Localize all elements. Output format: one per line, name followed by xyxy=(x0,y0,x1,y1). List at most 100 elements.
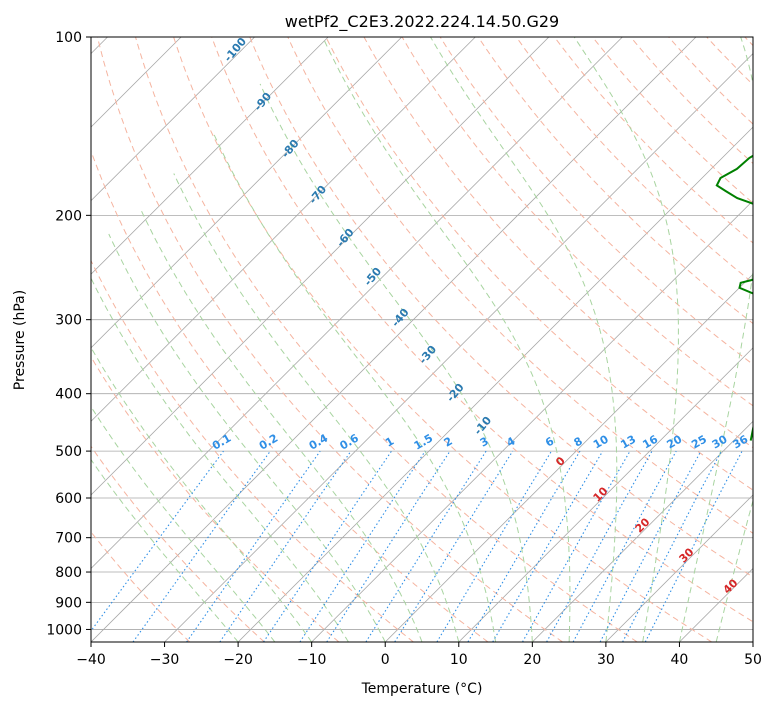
dry-adiabat-line xyxy=(249,37,753,578)
mixing-ratio-line xyxy=(644,450,743,642)
moist-adiabat-line xyxy=(140,208,423,642)
y-tick-label: 800 xyxy=(55,565,82,581)
isotherm-line xyxy=(91,37,623,570)
mixing-ratio-line xyxy=(132,450,271,642)
x-tick-label: −40 xyxy=(76,652,106,668)
y-tick-label: 900 xyxy=(55,595,82,611)
mixing-ratio-line xyxy=(467,450,581,642)
moist-adiabat-line xyxy=(108,233,386,642)
y-tick-label: 400 xyxy=(55,387,82,403)
dry-adiabat-line xyxy=(135,37,638,642)
isotherm-line xyxy=(384,273,753,642)
mixing-ratio-line xyxy=(219,450,352,642)
x-tick-label: −20 xyxy=(223,652,253,668)
dry-adiabat-line xyxy=(91,149,489,642)
dewpoint-profile-line xyxy=(715,154,753,441)
axes: −40 −30 −20 −10 0 10 20 30 40 50 100 200 300 400 500 60… xyxy=(46,30,762,668)
mixing-ratio-label: 8 xyxy=(572,435,585,450)
x-axis-title: Temperature (°C) xyxy=(361,681,483,697)
mixing-ratio-line xyxy=(622,450,722,642)
dry-adiabat-line xyxy=(96,37,563,642)
moist-adiabat-line xyxy=(91,405,276,642)
mixing-ratio-line xyxy=(326,450,451,642)
mixing-ratio-label: 1.5 xyxy=(412,432,435,453)
isotherm-line xyxy=(91,37,403,349)
isotherm-line xyxy=(91,37,697,642)
dry-adiabat-line xyxy=(477,37,753,325)
mixing-ratio-label: 10 xyxy=(591,432,611,451)
dry-adiabat-line xyxy=(554,37,753,244)
mixing-ratio-label: 16 xyxy=(640,432,660,451)
dry-adiabat-line xyxy=(744,37,753,47)
dry-adiabat-line xyxy=(173,37,713,642)
isotherm-line xyxy=(164,52,753,642)
mixing-ratio-line xyxy=(436,450,552,642)
dry-adiabat-line xyxy=(91,531,191,642)
moist-adiabat-label: 10 xyxy=(591,484,611,504)
mixing-ratio-line xyxy=(394,450,514,642)
y-tick-label: 300 xyxy=(55,313,82,329)
plot-frame xyxy=(90,36,754,643)
mixing-ratio-label: 0.2 xyxy=(257,432,280,453)
dry-adiabat-label: -100 xyxy=(221,35,249,65)
moist-adiabat-line xyxy=(91,458,239,642)
mixing-ratio-line xyxy=(299,450,426,642)
y-axis-title: Pressure (hPa) xyxy=(12,290,28,390)
dry-adiabat-line xyxy=(91,355,340,642)
y-tick-label: 700 xyxy=(55,531,82,547)
isotherm-line xyxy=(458,347,753,642)
isotherm-line xyxy=(91,37,476,422)
y-tick-label: 500 xyxy=(55,444,82,460)
dry-adiabat-line xyxy=(515,37,753,284)
dry-adiabat-line xyxy=(325,37,753,491)
isotherm-line xyxy=(752,641,753,642)
dry-adiabat-label: -50 xyxy=(361,265,384,289)
mixing-ratio-label: 25 xyxy=(689,433,709,452)
dry-adiabat-label: -60 xyxy=(334,226,357,250)
mixing-ratio-line xyxy=(263,450,392,642)
moist-adiabat-line xyxy=(173,173,460,642)
moist-adiabat-line xyxy=(212,132,497,642)
mixing-ratio-line xyxy=(365,450,487,642)
moist-adiabat-line xyxy=(573,37,679,642)
mixing-ratio-label: 0.1 xyxy=(210,432,233,453)
dry-adiabat-label: -30 xyxy=(416,343,439,367)
mixing-ratio-label: 20 xyxy=(665,432,685,451)
mixing-ratio-label: 1 xyxy=(383,435,396,450)
moist-adiabat-label: 40 xyxy=(721,576,741,596)
moist-adiabat-line xyxy=(430,37,618,642)
isotherm-line xyxy=(605,494,753,642)
isotherm-line xyxy=(91,37,255,202)
mixing-ratio-line xyxy=(522,450,631,642)
mixing-ratio-label: 13 xyxy=(618,433,638,452)
isotherm-line xyxy=(91,37,329,275)
dry-adiabat-line xyxy=(211,37,753,623)
moist-adiabat-line xyxy=(678,37,753,642)
x-tick-label: 40 xyxy=(671,652,689,668)
dry-adiabat-label: -40 xyxy=(389,306,412,330)
x-tick-label: −30 xyxy=(150,652,180,668)
mixing-ratio-label: 0.4 xyxy=(307,431,331,452)
isotherm-line xyxy=(311,200,753,642)
isotherm-line xyxy=(91,37,550,496)
x-tick-label: 0 xyxy=(381,652,390,668)
isotherm-line xyxy=(532,420,753,642)
background-lines xyxy=(91,37,753,642)
x-tick-label: 50 xyxy=(744,652,762,668)
dry-adiabat-line xyxy=(91,259,414,642)
y-tick-label: 100 xyxy=(55,30,82,46)
dry-adiabat-line xyxy=(287,37,753,534)
mixing-ratio-line xyxy=(572,450,677,642)
mixing-ratio-label: 30 xyxy=(710,432,730,451)
moist-adiabat-line xyxy=(715,498,753,642)
x-tick-label: 10 xyxy=(450,652,468,668)
y-tick-label: 600 xyxy=(55,491,82,507)
dry-adiabat-line xyxy=(706,37,753,86)
moist-adiabat-line xyxy=(259,83,533,642)
moist-adiabat-line xyxy=(91,277,349,642)
dry-adiabat-line xyxy=(91,445,265,642)
profile-lines xyxy=(715,154,753,441)
y-tick-label: 200 xyxy=(55,208,82,224)
mixing-ratio-label: 36 xyxy=(730,432,750,451)
